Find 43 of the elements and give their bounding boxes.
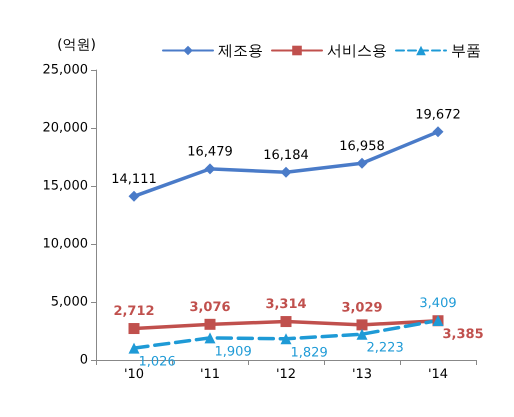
- data-label: 2,223: [366, 340, 404, 356]
- data-label: 3,029: [341, 300, 383, 316]
- data-label: 1,909: [214, 344, 252, 360]
- data-label: 16,184: [263, 148, 309, 163]
- data-label: 16,958: [339, 138, 385, 154]
- legend-label: 서비스용: [327, 42, 387, 60]
- y-tick-label: 15,000: [42, 178, 88, 194]
- x-tick-label: '14: [428, 367, 448, 382]
- data-label: 3,076: [189, 300, 231, 315]
- point: [432, 126, 444, 138]
- point: [280, 316, 292, 328]
- data-label: 1,829: [290, 345, 328, 360]
- legend-label: 부품: [451, 42, 481, 60]
- point: [204, 332, 216, 344]
- x-tick-label: '12: [276, 367, 296, 382]
- point: [356, 328, 368, 340]
- point: [280, 166, 292, 178]
- data-label: 3,409: [419, 296, 457, 311]
- y-tick-label: 10,000: [42, 236, 88, 252]
- data-label: 3,385: [442, 327, 484, 342]
- point: [128, 323, 140, 334]
- legend-label: 제조용: [218, 42, 263, 60]
- data-label: 19,672: [415, 107, 461, 122]
- data-label: 16,479: [187, 144, 233, 160]
- y-axis-title: (억원): [57, 37, 96, 53]
- point: [204, 163, 216, 174]
- x-tick-label: '11: [200, 367, 220, 382]
- y-tick-label: 0: [80, 352, 88, 368]
- x-tick-label: '13: [352, 367, 372, 382]
- point: [204, 318, 216, 330]
- y-tick-label: 25,000: [42, 62, 88, 78]
- point: [280, 333, 292, 344]
- data-label: 14,111: [111, 172, 157, 187]
- x-tick-label: '10: [124, 367, 144, 382]
- data-label: 1,026: [138, 354, 176, 370]
- point: [356, 158, 368, 169]
- point: [128, 342, 140, 354]
- y-tick-label: 5,000: [50, 294, 88, 310]
- data-label: 2,712: [113, 304, 155, 320]
- data-label: 3,314: [265, 297, 307, 312]
- point: [128, 190, 140, 202]
- point: [356, 319, 368, 330]
- y-tick-label: 20,000: [42, 120, 88, 136]
